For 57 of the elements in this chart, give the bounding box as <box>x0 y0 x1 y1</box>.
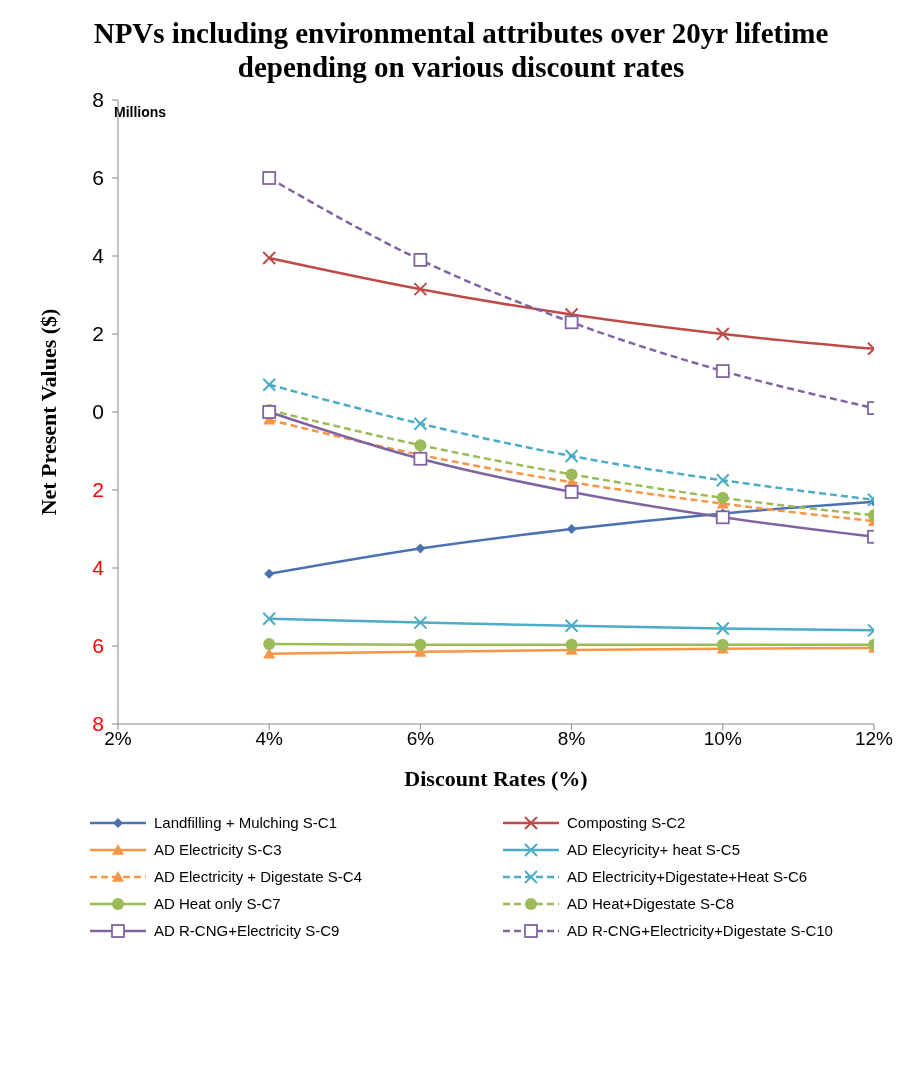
x-tick-label: 12% <box>854 728 894 750</box>
point <box>414 638 427 651</box>
y-tick-label: 2 <box>92 478 104 501</box>
legend-label: AD Heat only S-C7 <box>154 895 281 912</box>
x-tick-label: 8% <box>557 728 586 750</box>
point <box>564 618 579 633</box>
x-tick-label: 4% <box>255 728 284 750</box>
legend-label: AD R-CNG+Electricity+Digestate S-C10 <box>567 922 833 939</box>
point <box>262 250 277 265</box>
point <box>565 638 578 651</box>
chart-title: NPVs including environmental attributes over 20yr lifetime depending on various discount rates <box>92 16 830 84</box>
y-tick-label: 4 <box>92 244 105 267</box>
point <box>413 416 428 431</box>
legend-label: AD Electricity S-C3 <box>154 841 282 858</box>
legend-label: AD R-CNG+Electricity S-C9 <box>154 922 340 939</box>
point <box>564 315 579 330</box>
point <box>263 638 276 651</box>
point <box>262 171 277 185</box>
legend-label: Composting S-C2 <box>567 814 686 831</box>
y-tick-label: 8 <box>92 712 104 735</box>
legend-label: AD Elecyricity+ heat S-C5 <box>567 841 740 858</box>
point <box>413 615 428 630</box>
point <box>264 568 275 579</box>
point <box>413 451 428 466</box>
point <box>715 510 730 525</box>
x-tick-label: 2% <box>104 728 132 750</box>
y-tick-label: 2 <box>92 322 104 345</box>
point <box>262 377 277 392</box>
x-axis-title: Discount Rates (%) <box>404 766 588 791</box>
point <box>716 638 729 651</box>
point <box>262 611 277 626</box>
y-tick-label: 0 <box>92 400 104 423</box>
point <box>715 364 730 378</box>
x-tick-label: 6% <box>406 728 435 750</box>
y-tick-label: 8 <box>92 88 104 111</box>
y-axis-title: Net Present Values ($) <box>35 308 61 516</box>
point <box>716 491 729 504</box>
legend-label: AD Heat+Digestate S-C8 <box>567 895 735 912</box>
y-tick-label: 4 <box>92 556 105 579</box>
point <box>414 439 427 452</box>
point <box>715 621 730 636</box>
point <box>566 524 577 534</box>
point <box>564 449 579 464</box>
legend-label: Landfilling + Mulching S-C1 <box>154 814 338 831</box>
legend-label: AD Electricity+Digestate+Heat S-C6 <box>567 868 808 885</box>
point <box>715 473 730 488</box>
y-tick-label: 6 <box>92 166 104 189</box>
legend-label: AD Electricity + Digestate S-C4 <box>154 868 362 885</box>
point <box>715 327 730 341</box>
point <box>413 253 428 267</box>
annotation: Millions <box>114 104 167 120</box>
y-tick-label: 6 <box>92 634 104 657</box>
x-tick-label: 10% <box>703 728 742 750</box>
point <box>415 543 426 554</box>
point <box>565 468 578 481</box>
point <box>564 485 579 499</box>
point <box>413 282 428 297</box>
